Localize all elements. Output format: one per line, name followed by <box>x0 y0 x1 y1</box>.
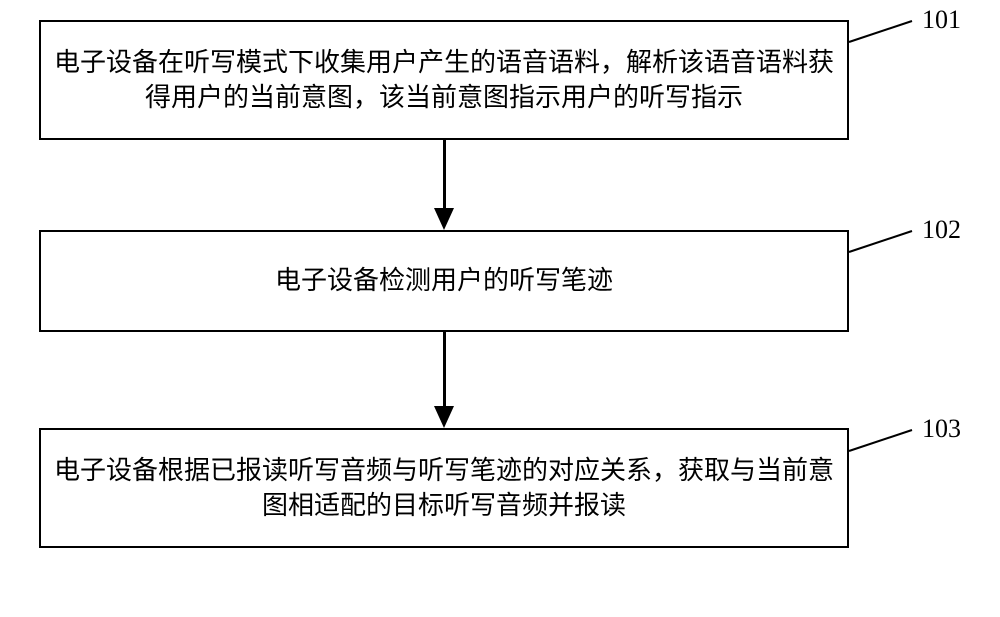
connector-2 <box>443 332 446 408</box>
flow-node-1-text: 电子设备在听写模式下收集用户产生的语音语料，解析该语音语料获得用户的当前意图，该… <box>41 45 847 115</box>
flow-node-1: 电子设备在听写模式下收集用户产生的语音语料，解析该语音语料获得用户的当前意图，该… <box>39 20 849 140</box>
flow-label-3: 103 <box>922 414 961 444</box>
connector-1 <box>443 140 446 210</box>
lead-line-3 <box>849 430 914 453</box>
flow-node-3: 电子设备根据已报读听写音频与听写笔迹的对应关系，获取与当前意图相适配的目标听写音… <box>39 428 849 548</box>
flowchart-canvas: { "canvas": { "width": 1000, "height": 6… <box>0 0 1000 617</box>
flow-label-2: 102 <box>922 215 961 245</box>
arrowhead-1 <box>434 208 454 230</box>
arrowhead-2 <box>434 406 454 428</box>
flow-label-1: 101 <box>922 5 961 35</box>
flow-node-3-text: 电子设备根据已报读听写音频与听写笔迹的对应关系，获取与当前意图相适配的目标听写音… <box>41 453 847 523</box>
lead-line-1 <box>849 21 914 44</box>
lead-line-2 <box>849 231 914 254</box>
flow-node-2-text: 电子设备检测用户的听写笔迹 <box>41 263 847 298</box>
flow-node-2: 电子设备检测用户的听写笔迹 <box>39 230 849 332</box>
